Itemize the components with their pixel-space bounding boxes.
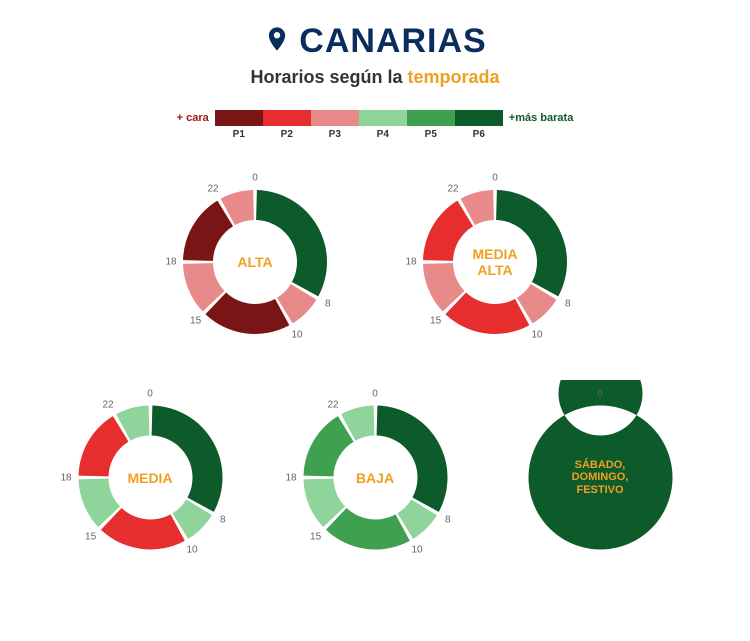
tick-label: 8 [445,514,451,525]
donut-center-label: BAJA [356,469,394,485]
tick-label: 15 [85,531,96,542]
subtitle-highlight: temporada [408,67,500,87]
chart-row-bottom: MEDIA 0 8 10 15 18 22 BAJA 0 8 10 15 18 22 SÁBADO,DOMI… [0,380,750,575]
tick-label: 18 [405,257,416,268]
tick-label: 10 [186,545,197,556]
tick-label: 15 [310,531,321,542]
legend-swatch-label: P3 [329,129,341,140]
tick-label: 8 [220,514,226,525]
subtitle: Horarios según la temporada [0,67,750,88]
legend-left-label: + cara [177,112,209,124]
tick-label: 10 [291,329,302,340]
tick-label: 0 [597,388,603,399]
segment-p1 [205,292,289,334]
tick-label: 0 [492,173,498,184]
legend-swatch-label: P6 [473,129,485,140]
tick-label: 0 [252,173,258,184]
segment-p6 [256,190,327,296]
tick-label: 18 [285,472,296,483]
legend-swatch-label: P2 [281,129,293,140]
donut-center-label: SÁBADO,DOMINGO,FESTIVO [572,459,629,497]
tick-label: 10 [531,329,542,340]
legend-swatch-label: P5 [425,129,437,140]
page-title: CANARIAS [299,22,486,61]
segment-p2 [100,508,184,550]
segment-p2 [445,292,529,334]
header: CANARIAS Horarios según la temporada [0,0,750,88]
tick-label: 18 [60,472,71,483]
legend-swatches: P1P2P3P4P5P6 [215,110,503,126]
location-pin-icon [263,22,291,61]
tick-label: 22 [447,184,458,195]
legend-right-label: +más barata [509,112,574,124]
tick-label: 15 [430,316,441,327]
segment-p6 [376,406,447,512]
segment-p1 [183,201,233,261]
chart-row-top: ALTA 0 8 10 15 18 22 MEDIAALTA 0 8 10 15 18 22 [0,162,750,362]
legend-swatch-label: P1 [233,129,245,140]
tick-label: 0 [372,388,378,399]
tick-label: 22 [207,184,218,195]
tick-label: 8 [565,299,571,310]
donut-media-alta: MEDIAALTA 0 8 10 15 18 22 [395,162,595,362]
tick-label: 0 [147,388,153,399]
donut-center-label: MEDIA [127,469,172,485]
segment-p6 [496,190,567,296]
segment-p5 [303,416,353,476]
tick-label: 18 [165,257,176,268]
legend-swatch-p4: P4 [359,110,407,126]
legend-swatch-p1: P1 [215,110,263,126]
donut-alta: ALTA 0 8 10 15 18 22 [155,162,355,362]
donut-center-label: ALTA [237,254,272,270]
legend-swatch-p2: P2 [263,110,311,126]
segment-p2 [423,201,473,261]
tick-label: 8 [325,299,331,310]
tick-label: 15 [190,316,201,327]
tick-label: 22 [102,399,113,410]
segment-p5 [325,508,409,550]
title-row: CANARIAS [0,22,750,61]
legend: + cara P1P2P3P4P5P6 +más barata [0,110,750,126]
charts: ALTA 0 8 10 15 18 22 MEDIAALTA 0 8 10 15 18 22 MEDIA 0… [0,162,750,575]
segment-p2 [78,416,128,476]
subtitle-prefix: Horarios según la [250,67,407,87]
tick-label: 10 [411,545,422,556]
tick-label: 22 [327,399,338,410]
donut-center-label: MEDIAALTA [472,246,517,278]
legend-swatch-p3: P3 [311,110,359,126]
donut-media: MEDIA 0 8 10 15 18 22 [53,380,248,575]
segment-p6 [151,406,222,512]
donut-baja: BAJA 0 8 10 15 18 22 [278,380,473,575]
legend-swatch-p5: P5 [407,110,455,126]
legend-swatch-p6: P6 [455,110,503,126]
legend-swatch-label: P4 [377,129,389,140]
donut-festivo: SÁBADO,DOMINGO,FESTIVO 0 [503,380,698,575]
